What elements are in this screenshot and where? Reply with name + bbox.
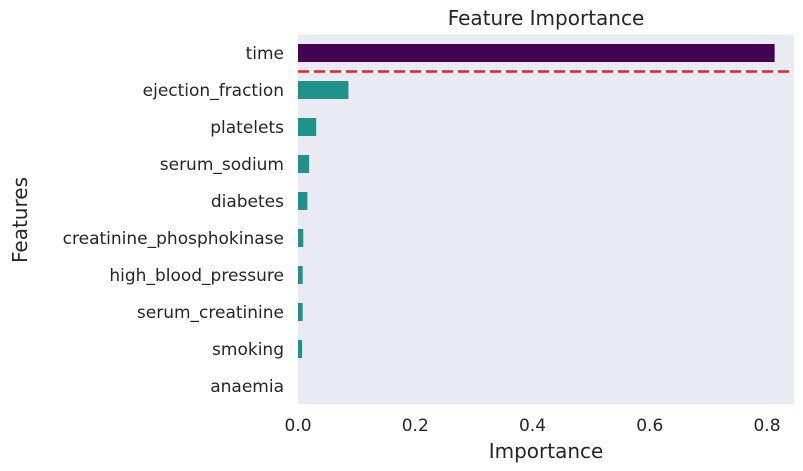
y-tick-label: serum_creatinine (137, 303, 284, 323)
y-tick-label: serum_sodium (160, 155, 284, 175)
y-tick-label: smoking (212, 340, 284, 360)
y-tick-label: time (246, 44, 284, 64)
chart-title: Feature Importance (448, 6, 645, 30)
bar-ejection-fraction (298, 81, 349, 99)
bar-diabetes (298, 192, 308, 210)
y-axis-title: Features (8, 177, 32, 263)
x-tick-label: 0.6 (636, 416, 663, 436)
bar-creatinine-phosphokinase (298, 229, 304, 247)
x-tick-labels: 0.0 0.2 0.4 0.6 0.8 (284, 416, 780, 436)
y-tick-label: anaemia (210, 377, 284, 397)
y-tick-labels: time ejection_fraction platelets serum_sodi… (63, 44, 284, 397)
x-tick-label: 0.4 (519, 416, 546, 436)
bar-platelets (298, 118, 317, 136)
y-tick-label: high_blood_pressure (109, 266, 284, 286)
x-tick-label: 0.2 (402, 416, 429, 436)
y-tick-label: platelets (210, 118, 284, 138)
bar-high-blood-pressure (298, 266, 303, 284)
y-tick-label: ejection_fraction (143, 81, 284, 101)
x-tick-label: 0.0 (284, 416, 311, 436)
bar-time (298, 44, 775, 62)
y-tick-label: creatinine_phosphokinase (63, 229, 284, 249)
plot-area (298, 35, 794, 404)
y-tick-label: diabetes (211, 192, 284, 212)
x-tick-label: 0.8 (753, 416, 780, 436)
bar-serum-creatinine (298, 303, 303, 321)
bars-group (298, 44, 775, 358)
x-axis-title: Importance (489, 439, 604, 463)
bar-smoking (298, 340, 303, 358)
bar-serum-sodium (298, 155, 310, 173)
